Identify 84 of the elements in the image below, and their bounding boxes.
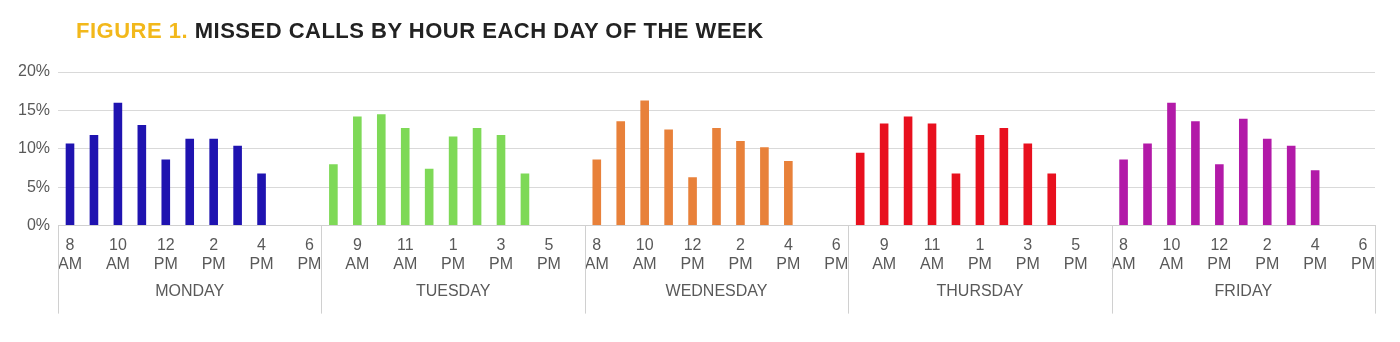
bar [89,134,99,226]
y-tick-label: 0% [26,216,51,234]
x-tick-label: 10 AM [105,235,130,272]
bar [1047,173,1057,226]
bar [233,145,242,226]
bar [209,138,218,226]
y-tick-label: 5% [26,177,51,195]
x-tick-label: 1 PM [441,235,466,272]
bar [1167,102,1176,226]
text: FRIDAY [1214,282,1273,300]
bar [1286,145,1296,226]
bar [664,129,673,226]
x-tick-label: 9 AM [872,235,897,272]
bar [736,141,745,226]
x-tick-label: 8 AM [1111,235,1136,272]
bar [927,123,937,226]
bar [448,136,458,226]
bar [712,128,721,226]
x-tick-label: 2 PM [201,235,226,272]
text: WEDNESDAY [665,282,768,300]
bar [161,159,171,226]
x-tick-label: 10 AM [632,235,657,272]
bar [951,173,961,226]
bar [376,114,386,226]
x-tick-label: 11 AM [920,235,945,272]
bar [424,168,434,226]
bar [329,164,338,226]
bar [640,100,649,226]
bar [855,152,865,226]
bar [520,173,530,226]
bar [137,124,147,226]
x-tick-label: 8 AM [58,235,82,272]
x-tick-label: 12 PM [153,235,178,272]
bar [353,116,362,226]
bar [1023,143,1033,226]
x-tick-label: 11 AM [393,235,418,272]
bar [999,128,1009,226]
bar [1262,138,1272,226]
x-tick-label: 6 PM [297,235,322,272]
bar [1238,118,1248,226]
x-tick-label: 9 AM [345,235,370,272]
x-tick-label: 2 PM [1255,235,1280,272]
text: THURSDAY [936,282,1024,300]
bar [185,138,195,226]
text: TUESDAY [415,282,491,300]
bar [496,134,506,226]
x-tick-label: 4 PM [776,235,801,272]
y-tick-label: 20% [17,62,51,80]
x-tick-label: 6 PM [824,235,849,272]
x-tick-label: 4 PM [1303,235,1328,272]
bar [472,128,482,226]
chart-title: FIGURE 1. MISSED CALLS BY HOUR EACH DAY OF THE WEEK [76,18,764,44]
x-tick-label: 5 PM [536,235,561,272]
bar [113,102,123,226]
x-tick-label: 3 PM [489,235,514,272]
bar [975,134,985,226]
bar [1215,164,1224,226]
text: MONDAY [155,282,225,300]
bar [1119,159,1128,226]
x-tick-label: 10 AM [1159,235,1184,272]
x-tick-label: 12 PM [680,235,705,272]
bar [257,173,266,226]
bar [616,121,626,226]
bar [760,147,769,226]
x-tick-label: 3 PM [1015,235,1040,272]
bar [65,143,75,226]
x-tick-label: 1 PM [967,235,992,272]
x-tick-label: 12 PM [1207,235,1232,272]
bar [879,123,889,226]
y-tick-label: 10% [17,139,51,157]
bar [1143,143,1152,226]
x-tick-label: 2 PM [728,235,753,272]
x-tick-label: 5 PM [1063,235,1088,272]
bar [1310,170,1320,226]
bar [1191,121,1200,226]
x-tick-label: 4 PM [249,235,274,272]
x-tick-label: 6 PM [1351,235,1376,272]
bar [592,159,602,226]
y-tick-label: 15% [17,100,51,118]
x-tick-label: 8 AM [584,235,609,272]
bar [903,116,913,226]
bar [784,161,793,226]
bar [400,128,410,226]
bar [688,177,697,226]
